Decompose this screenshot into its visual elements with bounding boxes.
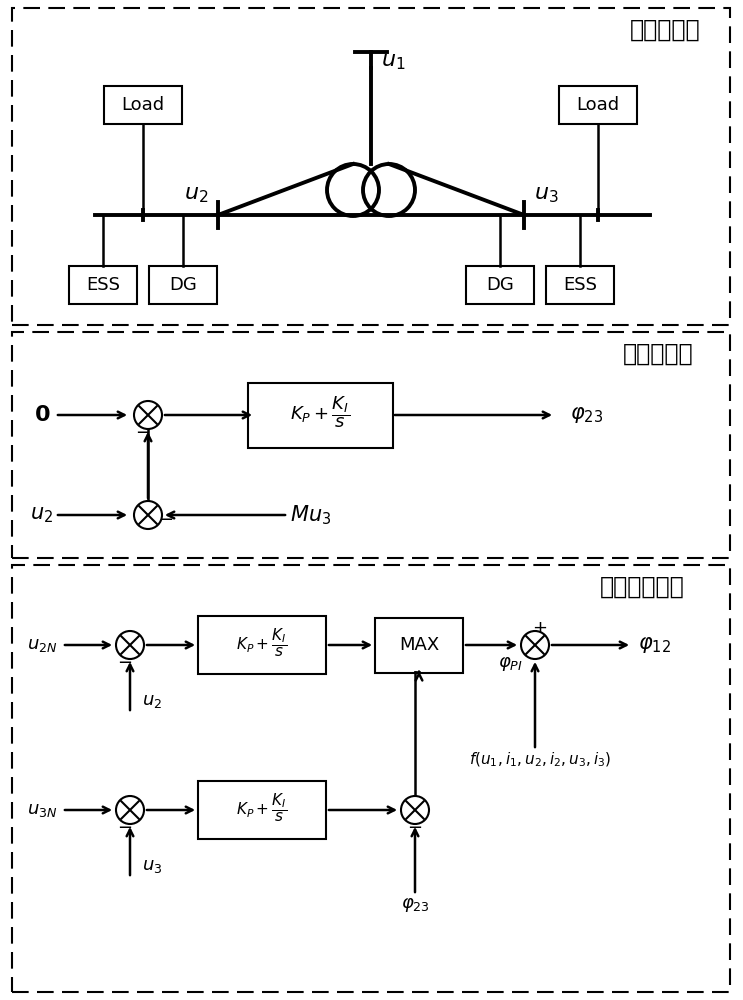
Text: ESS: ESS — [86, 276, 120, 294]
Bar — [104, 86, 182, 124]
Text: $u_2$: $u_2$ — [142, 692, 162, 710]
Text: $\varphi_{PI}$: $\varphi_{PI}$ — [498, 655, 522, 673]
Text: $-$: $-$ — [407, 817, 423, 835]
Bar — [247, 382, 392, 448]
Circle shape — [116, 631, 144, 659]
Text: $u_{2N}$: $u_{2N}$ — [27, 636, 57, 654]
Text: DG: DG — [486, 276, 514, 294]
Text: $K_P+\dfrac{K_I}{s}$: $K_P+\dfrac{K_I}{s}$ — [236, 627, 288, 659]
Text: $\varphi_{23}$: $\varphi_{23}$ — [570, 405, 603, 425]
Text: Load: Load — [121, 96, 164, 114]
Bar — [12, 332, 730, 558]
Bar — [546, 266, 614, 304]
Text: $u_2$: $u_2$ — [184, 185, 208, 205]
Bar — [198, 616, 326, 674]
Text: $-$: $-$ — [117, 652, 132, 670]
Circle shape — [134, 501, 162, 529]
Bar — [375, 617, 463, 672]
Text: $u_{3N}$: $u_{3N}$ — [27, 801, 57, 819]
Text: MAX: MAX — [399, 636, 439, 654]
Circle shape — [521, 631, 549, 659]
Text: $u_2$: $u_2$ — [30, 505, 53, 525]
Text: $K_P+\dfrac{K_I}{s}$: $K_P+\dfrac{K_I}{s}$ — [236, 792, 288, 824]
Text: $Mu_3$: $Mu_3$ — [290, 503, 331, 527]
Text: $\mathbf{0}$: $\mathbf{0}$ — [33, 405, 51, 425]
Text: Load: Load — [577, 96, 620, 114]
Text: $-$: $-$ — [117, 817, 132, 835]
Text: $\varphi_{12}$: $\varphi_{12}$ — [638, 635, 671, 655]
Text: $K_P+\dfrac{K_I}{s}$: $K_P+\dfrac{K_I}{s}$ — [290, 394, 350, 430]
Circle shape — [134, 401, 162, 429]
Bar — [559, 86, 637, 124]
Text: $u_3$: $u_3$ — [142, 857, 162, 875]
Bar — [198, 781, 326, 839]
Text: $+$: $+$ — [533, 619, 548, 637]
Text: DG: DG — [169, 276, 197, 294]
Bar — [466, 266, 534, 304]
Text: $\varphi_{23}$: $\varphi_{23}$ — [400, 896, 429, 914]
Text: 控制效果图: 控制效果图 — [629, 18, 701, 42]
Text: $-$: $-$ — [158, 509, 174, 527]
Text: $u_1$: $u_1$ — [380, 52, 405, 72]
Text: 恒变比控制: 恒变比控制 — [623, 342, 693, 366]
Text: $f(u_1,i_1,u_2,i_2,u_3,i_3)$: $f(u_1,i_1,u_2,i_2,u_3,i_3)$ — [469, 751, 611, 769]
Bar — [69, 266, 137, 304]
Bar — [12, 8, 730, 325]
Text: $-$: $-$ — [135, 422, 151, 440]
Text: $u_3$: $u_3$ — [533, 185, 558, 205]
Text: 稳压控制控制: 稳压控制控制 — [600, 575, 684, 599]
Bar — [149, 266, 217, 304]
Circle shape — [116, 796, 144, 824]
Circle shape — [401, 796, 429, 824]
Bar — [12, 565, 730, 992]
Text: ESS: ESS — [563, 276, 597, 294]
